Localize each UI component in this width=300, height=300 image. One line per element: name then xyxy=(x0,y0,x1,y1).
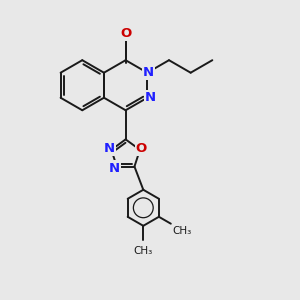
Text: CH₃: CH₃ xyxy=(172,226,191,236)
Text: N: N xyxy=(145,91,156,104)
Text: N: N xyxy=(109,161,120,175)
Text: CH₃: CH₃ xyxy=(134,246,153,256)
Text: N: N xyxy=(143,66,154,79)
Text: O: O xyxy=(136,142,147,155)
Text: O: O xyxy=(120,27,131,40)
Text: N: N xyxy=(104,142,115,155)
